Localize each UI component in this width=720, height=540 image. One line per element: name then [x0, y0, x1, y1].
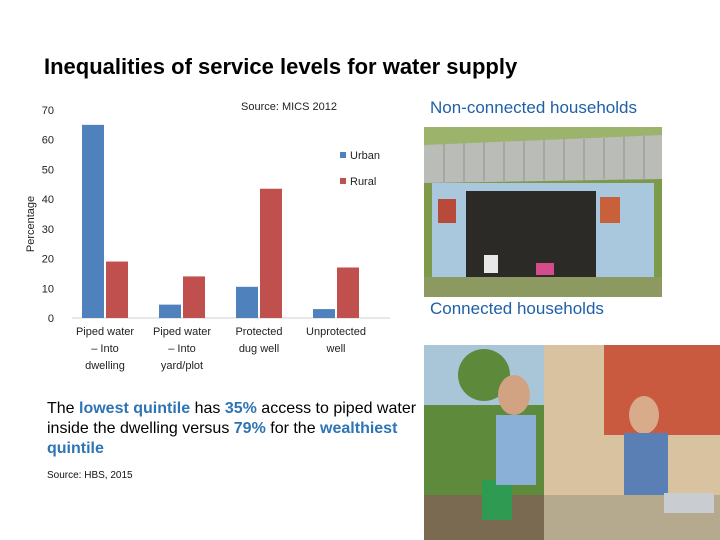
highlight-35-percent: 35% [224, 400, 257, 417]
y-axis-label: Percentage [25, 196, 37, 252]
x-tick-label: – Into [168, 343, 196, 355]
body-text: The lowest quintile has 35% access to pi… [47, 400, 417, 457]
connected-household-photo [424, 345, 720, 540]
bar-rural [260, 188, 282, 318]
legend-label: Urban [350, 150, 380, 162]
x-tick-label: Protected [235, 326, 282, 338]
y-tick-label: 30 [42, 224, 54, 236]
water-supply-chart: 0 10 20 30 40 50 60 70 Percentage Piped water – In… [25, 105, 390, 372]
bar-urban [82, 124, 104, 318]
non-connected-label: Non-connected households [430, 98, 637, 117]
legend-swatch [340, 152, 346, 158]
x-tick-label: well [326, 343, 346, 355]
bar-rural [337, 267, 359, 318]
highlight-lowest-quintile: lowest quintile [79, 400, 191, 417]
legend-label: Rural [350, 176, 376, 188]
x-tick-label: Piped water [153, 326, 211, 338]
x-tick-label: dwelling [85, 360, 125, 372]
bar-rural [106, 261, 128, 318]
bar-urban [313, 309, 335, 318]
y-tick-label: 0 [48, 313, 54, 325]
highlight-79-percent: 79% [233, 420, 266, 437]
legend-swatch [340, 178, 346, 184]
bar-rural [183, 276, 205, 318]
y-tick-label: 60 [42, 135, 54, 147]
body-source: Source: HBS, 2015 [47, 470, 133, 481]
connected-label: Connected households [430, 299, 604, 318]
y-tick-label: 40 [42, 194, 54, 206]
x-tick-label: dug well [239, 343, 279, 355]
x-tick-label: Piped water [76, 326, 134, 338]
slide-title: Inequalities of service levels for water… [44, 54, 518, 79]
x-tick-label: Unprotected [306, 326, 366, 338]
y-tick-label: 70 [42, 105, 54, 117]
non-connected-household-photo [424, 127, 662, 297]
bar-urban [159, 304, 181, 318]
highlight-wealthiest-quintile: wealthiest quintile [47, 420, 398, 457]
chart-source: Source: MICS 2012 [241, 101, 337, 113]
y-tick-label: 20 [42, 254, 54, 266]
y-tick-label: 10 [42, 283, 54, 295]
y-tick-label: 50 [42, 164, 54, 176]
x-tick-label: – Into [91, 343, 119, 355]
x-tick-label: yard/plot [161, 360, 203, 372]
bar-urban [236, 286, 258, 318]
